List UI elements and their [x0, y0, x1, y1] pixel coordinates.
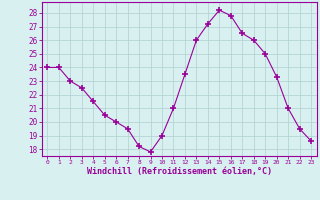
X-axis label: Windchill (Refroidissement éolien,°C): Windchill (Refroidissement éolien,°C)	[87, 167, 272, 176]
